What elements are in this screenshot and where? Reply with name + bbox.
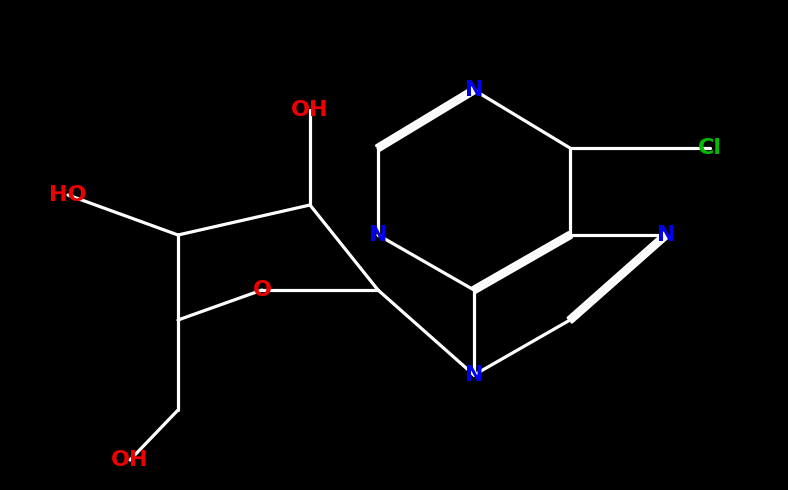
Text: N: N: [465, 80, 483, 100]
Text: OH: OH: [111, 450, 149, 470]
Text: N: N: [369, 225, 387, 245]
Text: Cl: Cl: [698, 138, 722, 158]
Text: N: N: [465, 365, 483, 385]
Text: HO: HO: [49, 185, 87, 205]
Text: O: O: [252, 280, 272, 300]
Text: N: N: [656, 225, 675, 245]
Text: OH: OH: [292, 100, 329, 120]
